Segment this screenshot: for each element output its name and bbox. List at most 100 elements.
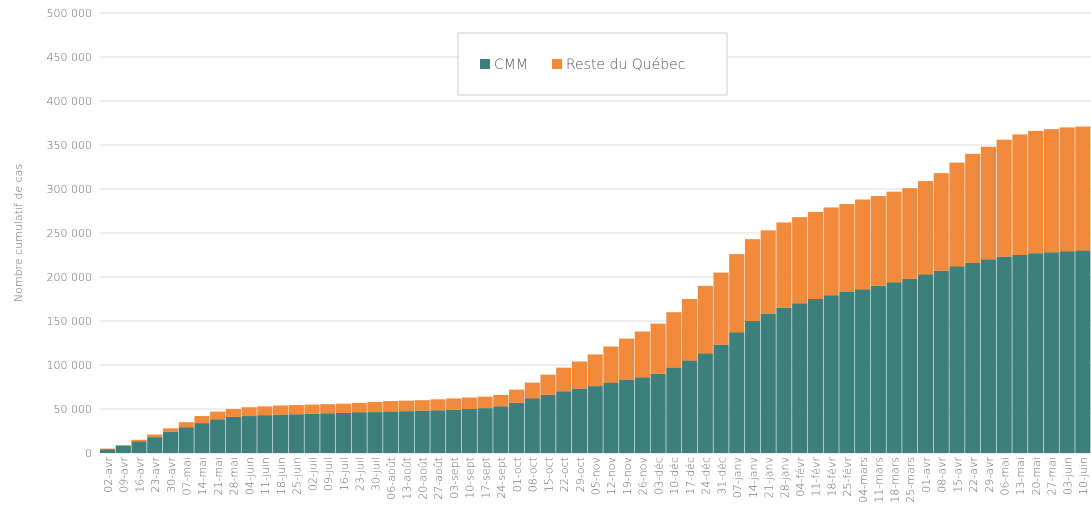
y-axis-title: Nombre cumulatif de cas bbox=[12, 164, 25, 302]
x-tick-label: 03-sept bbox=[448, 457, 461, 499]
legend-swatch bbox=[480, 59, 490, 69]
bar-segment bbox=[398, 411, 415, 453]
bar-segment bbox=[556, 367, 572, 392]
x-tick-label: 06-mai bbox=[998, 457, 1011, 495]
x-tick-label: 03-déc bbox=[652, 457, 665, 495]
y-tick-label: 50 000 bbox=[54, 403, 93, 416]
bar-segment bbox=[446, 409, 462, 453]
x-tick-label: 18-mars bbox=[888, 457, 901, 503]
x-tick-label: 04-juin bbox=[243, 457, 256, 495]
y-tick-label: 0 bbox=[85, 447, 92, 460]
bar-segment bbox=[666, 312, 682, 368]
bar-segment bbox=[477, 408, 493, 453]
bar-segment bbox=[603, 346, 619, 383]
bar-segment bbox=[760, 230, 776, 314]
x-tick-label: 23-avr bbox=[149, 457, 162, 493]
x-tick-label: 10-déc bbox=[668, 457, 681, 495]
y-tick-label: 250 000 bbox=[47, 227, 93, 240]
bar-segment bbox=[147, 437, 163, 453]
bar-segment bbox=[1028, 253, 1044, 453]
bar-segment bbox=[115, 445, 131, 446]
bar-segment bbox=[650, 323, 666, 374]
bar-segment bbox=[351, 412, 367, 453]
y-tick-label: 150 000 bbox=[47, 315, 93, 328]
bar-segment bbox=[320, 413, 336, 453]
bar-segment bbox=[744, 239, 761, 321]
bar-segment bbox=[398, 400, 415, 412]
x-tick-label: 30-juil bbox=[369, 457, 382, 491]
x-tick-label: 10-sept bbox=[464, 457, 477, 499]
bar-segment bbox=[131, 441, 147, 453]
bar-segment bbox=[194, 423, 210, 453]
x-tick-label: 14-janv bbox=[747, 457, 760, 498]
bar-segment bbox=[335, 403, 352, 413]
x-tick-label: 28-mai bbox=[228, 457, 241, 495]
bar-segment bbox=[383, 401, 399, 412]
x-tick-label: 14-mai bbox=[196, 457, 209, 495]
bar-segment bbox=[996, 256, 1012, 453]
bar-segment bbox=[682, 299, 698, 361]
bar-segment bbox=[729, 332, 745, 453]
x-tick-label: 05-nov bbox=[590, 457, 603, 495]
x-tick-label: 11-mars bbox=[873, 457, 886, 503]
x-tick-label: 19-nov bbox=[621, 457, 634, 495]
bar-segment bbox=[980, 259, 997, 453]
bar-segment bbox=[257, 406, 273, 416]
x-tick-label: 09-avr bbox=[118, 457, 131, 493]
x-tick-label: 07-mai bbox=[181, 457, 194, 495]
bar-segment bbox=[1059, 127, 1075, 252]
x-tick-label: 08-avr bbox=[936, 457, 949, 493]
x-tick-label: 20-août bbox=[416, 457, 429, 500]
x-tick-label: 02-juil bbox=[306, 457, 319, 491]
bar-segment bbox=[697, 353, 713, 453]
bar-segment bbox=[744, 321, 761, 453]
bar-segment bbox=[288, 405, 304, 415]
x-tick-label: 10-juin bbox=[1077, 457, 1090, 495]
x-tick-label: 17-déc bbox=[684, 457, 697, 495]
bar-segment bbox=[870, 196, 886, 286]
bar-segment bbox=[335, 412, 352, 453]
bar-segment bbox=[870, 285, 886, 453]
x-tick-label: 13-mai bbox=[1014, 457, 1027, 495]
bar-segment bbox=[697, 285, 713, 354]
bar-segment bbox=[162, 431, 179, 453]
bar-segment bbox=[477, 396, 493, 409]
bar-segment bbox=[713, 272, 729, 345]
bar-segment bbox=[1012, 134, 1028, 255]
x-tick-label: 21-mai bbox=[212, 457, 225, 495]
bar-segment bbox=[776, 307, 792, 453]
bar-segment bbox=[508, 402, 525, 453]
bar-segment bbox=[650, 373, 666, 453]
bar-segment bbox=[807, 299, 823, 453]
bar-segment bbox=[162, 428, 179, 432]
bar-segment bbox=[917, 181, 934, 275]
legend-box bbox=[457, 32, 728, 96]
bar-segment bbox=[855, 199, 871, 290]
bar-segment bbox=[241, 407, 257, 417]
x-tick-label: 11-juin bbox=[259, 457, 272, 495]
bar-segment bbox=[634, 377, 650, 453]
bar-segment bbox=[949, 162, 965, 267]
x-tick-label: 15-avr bbox=[951, 457, 964, 493]
bar-segment bbox=[823, 207, 839, 296]
bar-segment bbox=[1043, 252, 1059, 453]
bar-segment bbox=[634, 331, 650, 378]
x-tick-label: 18-juin bbox=[275, 457, 288, 495]
bar-segment bbox=[194, 416, 210, 424]
legend-label: Reste du Québec bbox=[566, 57, 685, 73]
bar-segment bbox=[1059, 251, 1075, 453]
bar-segment bbox=[304, 413, 320, 453]
x-tick-label: 15-oct bbox=[542, 457, 555, 492]
bar-segment bbox=[100, 449, 116, 453]
bar-segment bbox=[571, 388, 588, 453]
x-tick-label: 27-août bbox=[432, 457, 445, 500]
x-tick-label: 29-oct bbox=[574, 457, 587, 492]
bar-segment bbox=[776, 222, 792, 308]
x-tick-label: 21-janv bbox=[763, 457, 776, 498]
bar-segment bbox=[1075, 250, 1091, 453]
bar-segment bbox=[225, 409, 241, 417]
bar-segment bbox=[493, 394, 509, 407]
x-tick-label: 23-juil bbox=[354, 457, 367, 491]
bar-segment bbox=[933, 173, 949, 271]
